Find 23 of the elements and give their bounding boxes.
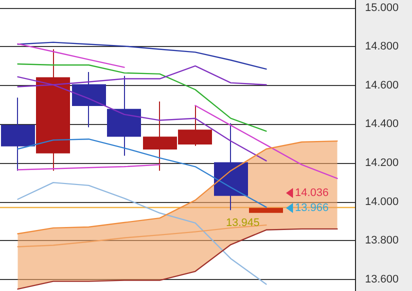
y-tick-label: 14.200 [365,156,399,169]
candlestick [249,208,283,213]
candlestick [214,122,248,211]
annotation: 13.945 [226,217,260,229]
line-series [17,138,267,208]
candlestick [1,97,35,172]
line-series [17,63,267,132]
line-series [17,182,267,285]
annotation: 13.966 [295,202,329,214]
annotation: 14.036 [295,187,329,199]
line-series [17,140,338,234]
y-tick-label: 15.000 [365,2,399,14]
candlestick [36,48,70,172]
y-tick-label: 14.000 [365,196,399,208]
line-series [17,228,338,290]
y-tick-label: 14.600 [365,79,399,92]
y-tick-label: 14.800 [365,40,399,53]
line-series [17,42,267,70]
candlestick [107,75,141,156]
y-tick-label: 13.600 [365,273,399,286]
candlestick [72,71,106,128]
y-tick-label: 13.800 [365,234,399,247]
y-tick-label: 14.400 [365,118,399,130]
